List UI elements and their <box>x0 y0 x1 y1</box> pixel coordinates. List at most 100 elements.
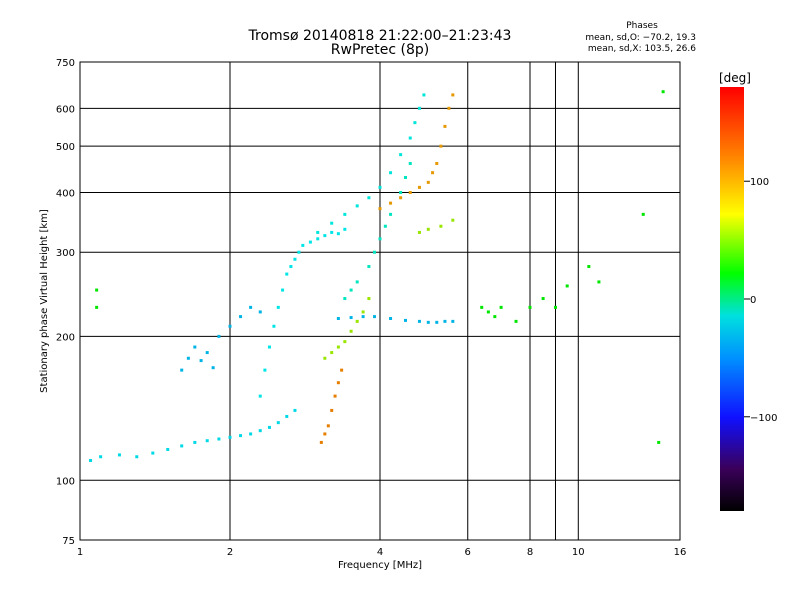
point-0-10 <box>228 435 232 439</box>
point-1-1 <box>186 356 190 360</box>
point-8-9 <box>426 227 430 231</box>
stats-line-o: mean, sd,O: −70.2, 19.3 <box>585 33 696 43</box>
point-2-6 <box>285 272 289 276</box>
point-8-6 <box>361 310 365 314</box>
point-2-4 <box>276 305 280 309</box>
point-0-16 <box>285 414 289 418</box>
y-tick-label-6: 600 <box>56 104 75 115</box>
y-tick-label-2: 200 <box>56 332 75 343</box>
colorbar-ticks: 100 0 −100 <box>744 177 777 424</box>
point-3-4 <box>367 196 371 200</box>
point-9-2 <box>493 315 497 319</box>
point-1-2 <box>193 345 197 349</box>
point-3-10 <box>417 106 421 110</box>
point-0-14 <box>267 425 271 429</box>
y-tick-label-3: 300 <box>56 248 75 259</box>
point-2-9 <box>297 250 301 254</box>
point-8-8 <box>417 230 421 234</box>
point-3-9 <box>413 121 417 125</box>
point-0-1 <box>99 455 103 459</box>
y-tick-label-5: 500 <box>56 142 75 153</box>
point-2-14 <box>330 230 334 234</box>
colorbar-tick-label-1: 0 <box>750 295 756 306</box>
point-9-7 <box>553 305 557 309</box>
point-3-0 <box>316 230 320 234</box>
x-axis-ticks: 1 2 4 6 8 10 16 <box>77 547 687 558</box>
point-3-6 <box>389 171 393 175</box>
point-2-11 <box>308 240 312 244</box>
colorbar-label: [deg] <box>719 71 751 85</box>
point-4-3 <box>367 265 371 269</box>
point-9-13 <box>661 90 665 94</box>
point-7-3 <box>330 408 334 412</box>
point-8-7 <box>367 297 371 301</box>
point-0-15 <box>276 421 280 425</box>
point-0-11 <box>239 434 243 438</box>
x-axis-label: Frequency [MHz] <box>338 560 422 571</box>
point-1-6 <box>217 334 221 338</box>
point-3-2 <box>343 212 347 216</box>
stats-line-x: mean, sd,X: 103.5, 26.6 <box>588 44 696 54</box>
x-tick-label-3: 6 <box>465 547 471 558</box>
point-2-0 <box>258 394 262 398</box>
point-0-9 <box>217 437 221 441</box>
point-8-4 <box>349 329 353 333</box>
point-9-0 <box>480 305 484 309</box>
point-2-15 <box>336 232 340 236</box>
colorbar-tick-label-0: 100 <box>750 177 769 188</box>
point-9-12 <box>657 440 661 444</box>
point-4-2 <box>355 280 359 284</box>
point-9-8 <box>565 284 569 288</box>
point-3-5 <box>378 185 382 189</box>
y-axis-label: Stationary phase Virtual Height [km] <box>39 209 50 393</box>
point-3-8 <box>408 136 412 140</box>
point-4-6 <box>383 224 387 228</box>
point-6-8 <box>439 144 443 148</box>
point-1-3 <box>199 359 203 363</box>
point-7-0 <box>319 440 323 444</box>
point-2-5 <box>281 288 285 292</box>
point-4-4 <box>373 250 377 254</box>
point-5-2 <box>361 315 365 319</box>
point-1-8 <box>239 315 243 319</box>
point-9-6 <box>541 297 545 301</box>
stats-header: Phases <box>626 21 658 31</box>
point-6-2 <box>399 196 403 200</box>
point-6-5 <box>426 180 430 184</box>
point-6-7 <box>435 161 439 165</box>
point-0-8 <box>205 439 209 443</box>
point-8-11 <box>451 218 455 222</box>
point-5-10 <box>451 319 455 323</box>
point-6-4 <box>417 185 421 189</box>
point-2-8 <box>293 257 297 261</box>
point-5-7 <box>426 320 430 324</box>
point-1-4 <box>205 351 209 355</box>
colorbar-tick-label-2: −100 <box>750 413 777 424</box>
point-9-11 <box>641 212 645 216</box>
point-5-5 <box>403 318 407 322</box>
point-6-10 <box>447 106 451 110</box>
point-7-2 <box>326 424 330 428</box>
point-4-10 <box>408 161 412 165</box>
point-8-0 <box>323 356 327 360</box>
point-3-11 <box>422 93 426 97</box>
point-8-1 <box>330 351 334 355</box>
point-9-10 <box>597 280 601 284</box>
point-0-13 <box>258 429 262 433</box>
point-1-7 <box>228 324 232 328</box>
point-9-4 <box>514 319 518 323</box>
point-3-1 <box>330 221 334 225</box>
point-8-10 <box>439 224 443 228</box>
point-5-6 <box>417 319 421 323</box>
point-6-11 <box>451 93 455 97</box>
point-4-9 <box>403 175 407 179</box>
point-0-12 <box>249 432 253 436</box>
point-3-7 <box>399 153 403 157</box>
point-8-5 <box>355 319 359 323</box>
point-7-6 <box>340 368 344 372</box>
point-2-1 <box>263 368 267 372</box>
point-7-1 <box>323 432 327 436</box>
point-6-9 <box>443 124 447 128</box>
